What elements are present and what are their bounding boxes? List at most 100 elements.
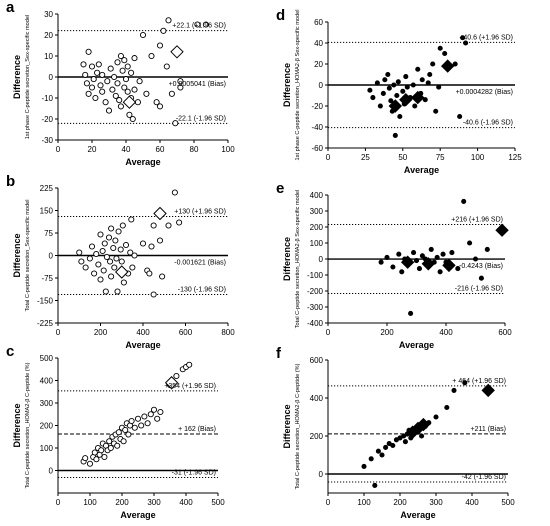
data-point [154, 415, 161, 422]
data-point [104, 78, 111, 85]
data-point [385, 71, 391, 78]
data-point [131, 55, 138, 62]
x-tick-label: 0 [326, 328, 331, 337]
data-point [144, 420, 151, 427]
data-point [370, 95, 376, 101]
x-tick-label: 500 [501, 498, 515, 507]
data-point [484, 246, 490, 252]
data-point [461, 198, 467, 204]
data-point [128, 216, 135, 223]
data-point [384, 254, 390, 260]
data-point [131, 424, 138, 431]
data-point [97, 276, 104, 283]
highlight-diamond [495, 223, 509, 237]
y-tick-label: -20 [311, 102, 323, 111]
panel-letter: d [276, 7, 285, 24]
data-point [111, 73, 118, 81]
ref-line-label: -42 (-1.96 SD) [462, 474, 506, 481]
y-tick-label: 30 [44, 10, 53, 19]
data-point [88, 243, 96, 250]
x-tick-label: 25 [361, 153, 370, 162]
y-tick-label: 100 [40, 444, 54, 453]
y-tick-label: 100 [310, 239, 324, 248]
data-point [117, 52, 124, 60]
data-point [107, 258, 114, 265]
data-point [112, 92, 119, 99]
data-point [177, 84, 184, 91]
ref-line-label: -0.4243 (Bias) [459, 263, 503, 270]
data-point [82, 455, 89, 462]
data-point [122, 241, 130, 249]
highlight-diamond [400, 255, 415, 269]
data-point [117, 246, 124, 253]
data-point [444, 404, 450, 411]
data-point [434, 254, 440, 260]
panel-f: f 0 200 400 600 0 100 200 300 400 500 Average Differ… [276, 345, 515, 520]
data-point [462, 380, 468, 386]
data-point [394, 92, 400, 99]
data-point [93, 250, 100, 258]
data-point [101, 453, 108, 461]
y-tick-label: 0 [49, 251, 54, 260]
data-point [457, 113, 463, 120]
data-point [165, 222, 172, 229]
panel-letter: e [276, 180, 284, 197]
y-tick-label: 0 [319, 255, 324, 264]
data-point [416, 266, 423, 272]
y-axis-subtitle: Total C-peptide secretion_Sex-specific m… [25, 200, 31, 312]
data-point [392, 132, 398, 138]
ref-line-label: -216 (-1.96 SD) [455, 286, 503, 293]
data-point [150, 291, 157, 298]
highlight-diamond [411, 90, 425, 105]
panel-letter: c [6, 343, 14, 360]
data-point [105, 234, 113, 241]
data-point [153, 99, 160, 106]
data-point [136, 78, 143, 85]
highlight-diamond [442, 258, 456, 273]
data-point [92, 94, 99, 102]
data-point [124, 63, 131, 70]
y-axis-subtitle: 1st phase C-peptide secretion_HOMA2-β Se… [295, 10, 301, 161]
x-tick-label: 200 [380, 328, 394, 337]
x-tick-label: 50 [398, 153, 407, 162]
y-tick-label: 0 [49, 73, 54, 82]
data-point [109, 86, 116, 93]
data-point [399, 269, 405, 275]
data-point [159, 273, 166, 280]
highlight-diamond [153, 206, 167, 221]
data-point [361, 463, 367, 469]
x-tick-label: 200 [94, 328, 108, 337]
data-point [202, 21, 209, 28]
data-point [396, 251, 402, 257]
ref-line-label: -22.1 (-1.96 SD) [176, 115, 226, 122]
data-point [472, 256, 479, 262]
data-point [157, 408, 164, 416]
data-point [118, 258, 125, 265]
y-tick-label: 40 [314, 39, 323, 48]
data-point [460, 35, 466, 41]
data-point [121, 84, 128, 91]
y-axis-title: Difference [282, 63, 292, 107]
data-point [119, 222, 126, 229]
data-point [122, 426, 129, 434]
y-tick-label: 225 [40, 184, 54, 193]
y-axis-subtitle: Total C-peptide secretion_HOMA2-β C-pept… [295, 363, 301, 489]
data-point [95, 261, 102, 268]
data-point [367, 87, 373, 93]
data-point [108, 273, 115, 280]
highlight-diamond [122, 95, 137, 109]
data-point [388, 98, 394, 104]
y-axis-title: Difference [282, 237, 292, 281]
data-point [111, 264, 118, 271]
data-point [156, 42, 164, 49]
y-tick-label: 200 [40, 421, 54, 430]
highlight-diamond [421, 257, 436, 271]
ref-line-label: +354 (+1.96 SD) [164, 383, 216, 390]
data-point [150, 222, 157, 229]
data-point [395, 79, 401, 85]
data-point [478, 275, 484, 281]
panel-c: c 0 100 200 300 400 500 0 100 200 300 400 500 Average… [6, 343, 225, 520]
x-tick-label: 100 [357, 498, 371, 507]
y-tick-label: 500 [40, 354, 54, 363]
data-point [78, 258, 85, 265]
